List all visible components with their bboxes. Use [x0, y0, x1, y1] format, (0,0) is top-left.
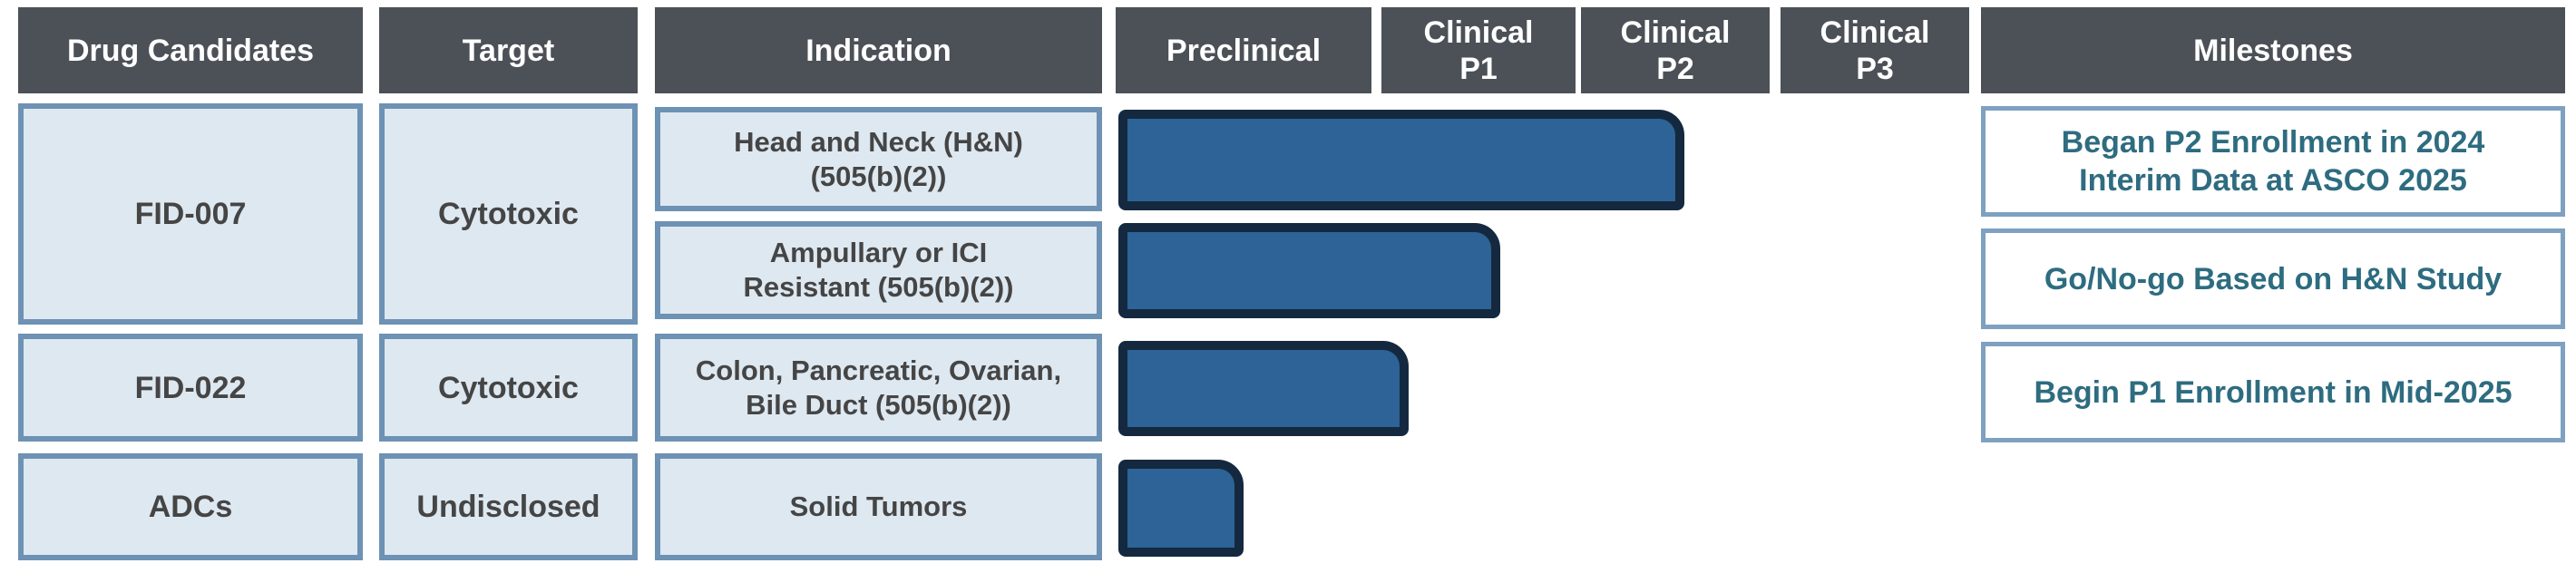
indication-cell-head-and-neck: Head and Neck (H&N) (505(b)(2))	[655, 107, 1102, 211]
milestone-box-go-no-go: Go/No-go Based on H&N Study	[1981, 228, 2565, 329]
column-header-drug-candidates: Drug Candidates	[18, 7, 363, 93]
column-header-indication: Indication	[655, 7, 1102, 93]
progress-bar-solid-tumors	[1118, 460, 1244, 557]
column-header-clinical-p3: Clinical P3	[1781, 7, 1969, 93]
indication-cell-ampullary-ici: Ampullary or ICI Resistant (505(b)(2))	[655, 221, 1102, 319]
drug-cell-fid-007: FID-007	[18, 103, 363, 325]
progress-bar-head-and-neck	[1118, 110, 1684, 210]
progress-bar-ampullary-ici	[1118, 223, 1500, 318]
column-header-target: Target	[379, 7, 638, 93]
drug-cell-adcs: ADCs	[18, 453, 363, 560]
target-cell-adcs: Undisclosed	[379, 453, 638, 560]
target-cell-fid-007: Cytotoxic	[379, 103, 638, 325]
drug-cell-fid-022: FID-022	[18, 334, 363, 442]
indication-cell-solid-tumors: Solid Tumors	[655, 453, 1102, 560]
column-header-clinical-p1: Clinical P1	[1381, 7, 1576, 93]
milestone-box-p1-enrollment: Begin P1 Enrollment in Mid-2025	[1981, 342, 2565, 442]
milestone-box-p2-enrollment: Began P2 Enrollment in 2024 Interim Data…	[1981, 106, 2565, 217]
column-header-milestones: Milestones	[1981, 7, 2565, 93]
column-header-preclinical: Preclinical	[1116, 7, 1371, 93]
progress-bar-colon-pancreatic	[1118, 341, 1409, 436]
column-header-clinical-p2: Clinical P2	[1581, 7, 1770, 93]
target-cell-fid-022: Cytotoxic	[379, 334, 638, 442]
indication-cell-colon-pancreatic: Colon, Pancreatic, Ovarian, Bile Duct (5…	[655, 334, 1102, 442]
